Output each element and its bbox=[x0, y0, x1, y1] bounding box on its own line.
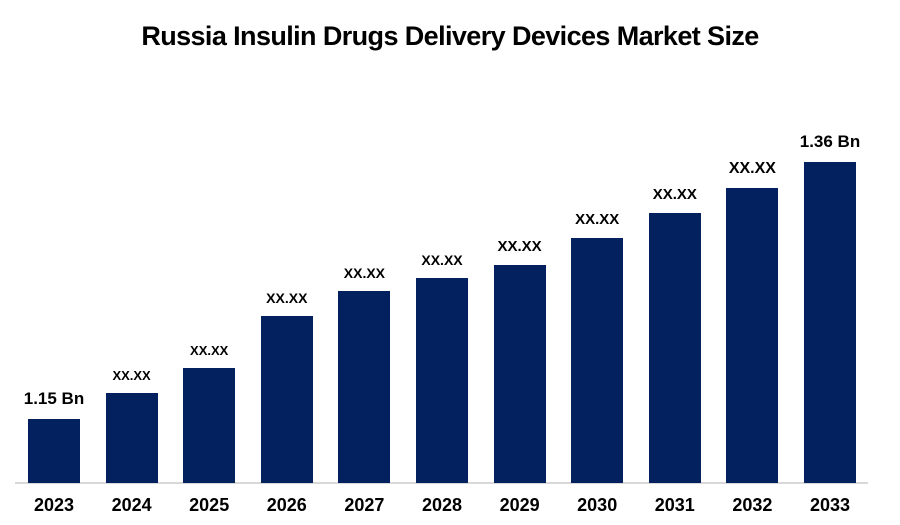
bar-value-label-2032: XX.XX bbox=[728, 160, 776, 178]
bar-value-label-2026: XX.XX bbox=[266, 289, 308, 306]
bar-value-label-2027: XX.XX bbox=[343, 264, 386, 281]
x-axis-label-2033: 2033 bbox=[809, 495, 851, 515]
x-axis-label-2028: 2028 bbox=[421, 495, 463, 515]
x-axis-label-2031: 2031 bbox=[654, 495, 695, 515]
x-axis-label-2032: 2032 bbox=[732, 495, 773, 515]
bar-2027 bbox=[338, 291, 391, 483]
bar-column-2026: XX.XX bbox=[248, 289, 326, 483]
bar-2029 bbox=[493, 265, 546, 483]
bar-value-label-2033: 1.36 Bn bbox=[799, 132, 861, 152]
bar-2026 bbox=[260, 316, 313, 483]
bar-value-label-2030: XX.XX bbox=[575, 210, 620, 228]
bar-value-label-2024: XX.XX bbox=[112, 367, 151, 383]
bar-2030 bbox=[571, 238, 624, 483]
bar-2024 bbox=[105, 393, 158, 483]
x-axis-label-2023: 2023 bbox=[33, 495, 75, 515]
x-axis-line bbox=[15, 482, 868, 484]
bar-column-2024: XX.XX bbox=[93, 367, 171, 483]
bar-value-label-2029: XX.XX bbox=[497, 237, 542, 255]
bar-value-label-2028: XX.XX bbox=[421, 251, 463, 268]
bar-value-label-2023: 1.15 Bn bbox=[23, 389, 85, 409]
bar-column-2027: XX.XX bbox=[325, 264, 403, 483]
bar-value-label-2025: XX.XX bbox=[190, 342, 229, 358]
x-axis-label-2029: 2029 bbox=[499, 495, 540, 515]
x-axis-label-2025: 2025 bbox=[189, 495, 230, 515]
bar-column-2028: XX.XX bbox=[403, 251, 481, 483]
bar-2028 bbox=[416, 278, 468, 483]
x-axis-label-2030: 2030 bbox=[577, 495, 618, 515]
bar-column-2032: XX.XX bbox=[713, 160, 791, 483]
bar-column-2023: 1.15 Bn bbox=[15, 390, 93, 483]
bar-column-2025: XX.XX bbox=[170, 342, 248, 483]
x-axis-label-2026: 2026 bbox=[266, 495, 307, 515]
bar-2031 bbox=[648, 213, 701, 483]
x-axis-label-2024: 2024 bbox=[111, 495, 152, 515]
chart-title: Russia Insulin Drugs Delivery Devices Ma… bbox=[141, 21, 759, 51]
bar-2033 bbox=[804, 162, 856, 483]
bar-column-2030: XX.XX bbox=[558, 210, 636, 483]
bar-2032 bbox=[726, 188, 779, 483]
bar-column-2033: 1.36 Bn bbox=[791, 133, 869, 483]
bar-value-label-2031: XX.XX bbox=[652, 185, 697, 203]
bar-2025 bbox=[183, 368, 236, 483]
x-axis-label-2027: 2027 bbox=[344, 495, 385, 515]
bar-column-2029: XX.XX bbox=[481, 237, 559, 483]
bar-2023 bbox=[28, 419, 80, 483]
bar-column-2031: XX.XX bbox=[636, 185, 714, 483]
